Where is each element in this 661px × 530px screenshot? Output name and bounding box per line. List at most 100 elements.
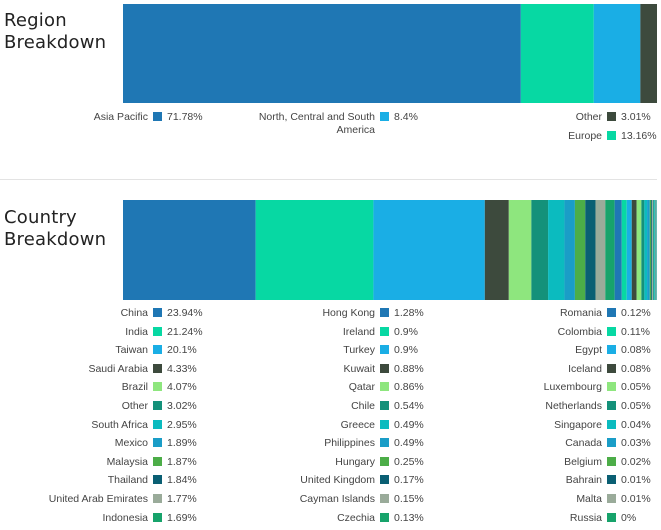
country-segment-taiwan bbox=[373, 200, 485, 300]
legend-label: Asia Pacific bbox=[93, 111, 148, 123]
legend-label: Kuwait bbox=[343, 363, 375, 375]
country-segment-colombia bbox=[654, 200, 655, 300]
legend-label: Philippines bbox=[324, 437, 375, 449]
legend-swatch bbox=[607, 475, 616, 484]
legend-value: 0.04% bbox=[621, 419, 651, 431]
legend-swatch bbox=[153, 438, 162, 447]
legend-label: Hungary bbox=[335, 456, 375, 468]
legend-label: Luxembourg bbox=[543, 381, 602, 393]
legend-swatch bbox=[607, 420, 616, 429]
legend-value: 1.87% bbox=[167, 456, 197, 468]
legend-swatch bbox=[380, 364, 389, 373]
legend-label: South Africa bbox=[91, 419, 148, 431]
country-breakdown-title: Country Breakdown bbox=[4, 207, 106, 251]
country-segment-saudi-arabia bbox=[484, 200, 509, 300]
legend-label: Canada bbox=[565, 437, 602, 449]
legend-swatch bbox=[607, 457, 616, 466]
legend-label: Taiwan bbox=[115, 344, 148, 356]
legend-swatch bbox=[607, 494, 616, 503]
legend-label: Russia bbox=[569, 512, 602, 524]
legend-swatch bbox=[380, 457, 389, 466]
legend-swatch bbox=[153, 401, 162, 410]
legend-value: 23.94% bbox=[167, 307, 203, 319]
legend-value: 0.05% bbox=[621, 381, 651, 393]
legend-value: 1.84% bbox=[167, 474, 197, 486]
legend-label: Chile bbox=[351, 400, 375, 412]
legend-value: 0.49% bbox=[394, 437, 424, 449]
legend-value: 0.49% bbox=[394, 419, 424, 431]
legend-value: 0.86% bbox=[394, 381, 424, 393]
legend-swatch bbox=[153, 364, 162, 373]
legend-label: Egypt bbox=[575, 344, 602, 356]
legend-swatch bbox=[607, 382, 616, 391]
legend-value: 0.01% bbox=[621, 474, 651, 486]
legend-value: 20.1% bbox=[167, 344, 197, 356]
legend-label: Mexico bbox=[114, 437, 148, 449]
legend-swatch bbox=[380, 475, 389, 484]
legend-label: Malaysia bbox=[106, 456, 148, 468]
legend-swatch bbox=[607, 345, 616, 354]
legend-label: Cayman Islands bbox=[299, 493, 375, 505]
region-segment-north-central-and-south-america bbox=[593, 4, 641, 103]
legend-swatch bbox=[153, 457, 162, 466]
legend-label: Saudi Arabia bbox=[88, 363, 148, 375]
country-segment-ireland bbox=[621, 200, 627, 300]
country-segment-united-kingdom bbox=[651, 200, 653, 300]
legend-swatch bbox=[153, 494, 162, 503]
section-divider bbox=[0, 179, 657, 180]
legend-label: Other bbox=[575, 111, 602, 123]
legend-swatch bbox=[380, 494, 389, 503]
country-segment-greece bbox=[644, 200, 648, 300]
legend-swatch bbox=[153, 345, 162, 354]
legend-value: 0.08% bbox=[621, 363, 651, 375]
country-segment-turkey bbox=[626, 200, 632, 300]
legend-value: 0.05% bbox=[621, 400, 651, 412]
legend-swatch bbox=[607, 401, 616, 410]
country-segment-brazil bbox=[508, 200, 532, 300]
region-stacked-bar bbox=[123, 4, 657, 103]
legend-swatch bbox=[607, 438, 616, 447]
country-segment-mexico bbox=[564, 200, 575, 300]
legend-label: North, Central and South America bbox=[258, 111, 375, 136]
legend-value: 0.9% bbox=[394, 326, 418, 338]
country-segment-qatar bbox=[636, 200, 642, 300]
legend-swatch bbox=[607, 308, 616, 317]
legend-label: Indonesia bbox=[102, 512, 148, 524]
country-segment-indonesia bbox=[605, 200, 615, 300]
legend-value: 0.13% bbox=[394, 512, 424, 524]
legend-value: 0.54% bbox=[394, 400, 424, 412]
legend-value: 71.78% bbox=[167, 111, 203, 123]
country-stacked-bar bbox=[123, 200, 657, 300]
legend-swatch bbox=[380, 513, 389, 522]
legend-value: 0.03% bbox=[621, 437, 651, 449]
legend-value: 1.28% bbox=[394, 307, 424, 319]
legend-swatch bbox=[380, 327, 389, 336]
legend-swatch bbox=[607, 513, 616, 522]
legend-label: India bbox=[125, 326, 148, 338]
legend-swatch bbox=[380, 438, 389, 447]
legend-swatch bbox=[380, 308, 389, 317]
region-breakdown-title: Region Breakdown bbox=[4, 10, 106, 54]
legend-label: Qatar bbox=[348, 381, 375, 393]
legend-value: 4.07% bbox=[167, 381, 197, 393]
legend-label: Turkey bbox=[343, 344, 375, 356]
legend-value: 8.4% bbox=[394, 111, 418, 123]
legend-swatch bbox=[380, 420, 389, 429]
legend-swatch bbox=[153, 308, 162, 317]
legend-label: Brazil bbox=[121, 381, 148, 393]
region-segment-other bbox=[640, 4, 657, 103]
legend-swatch bbox=[153, 327, 162, 336]
country-segment-chile bbox=[641, 200, 645, 300]
country-title-line1: Country bbox=[4, 207, 77, 228]
legend-label: Czechia bbox=[337, 512, 375, 524]
legend-swatch bbox=[380, 345, 389, 354]
legend-swatch bbox=[380, 112, 389, 121]
country-segment-czechia bbox=[652, 200, 654, 300]
legend-value: 0.01% bbox=[621, 493, 651, 505]
legend-label: United Arab Emirates bbox=[48, 493, 148, 505]
country-segment-romania bbox=[653, 200, 655, 300]
legend-value: 0.11% bbox=[621, 326, 650, 338]
country-segment-cayman-islands bbox=[652, 200, 653, 300]
legend-label: China bbox=[120, 307, 148, 319]
legend-value: 0% bbox=[621, 512, 637, 524]
